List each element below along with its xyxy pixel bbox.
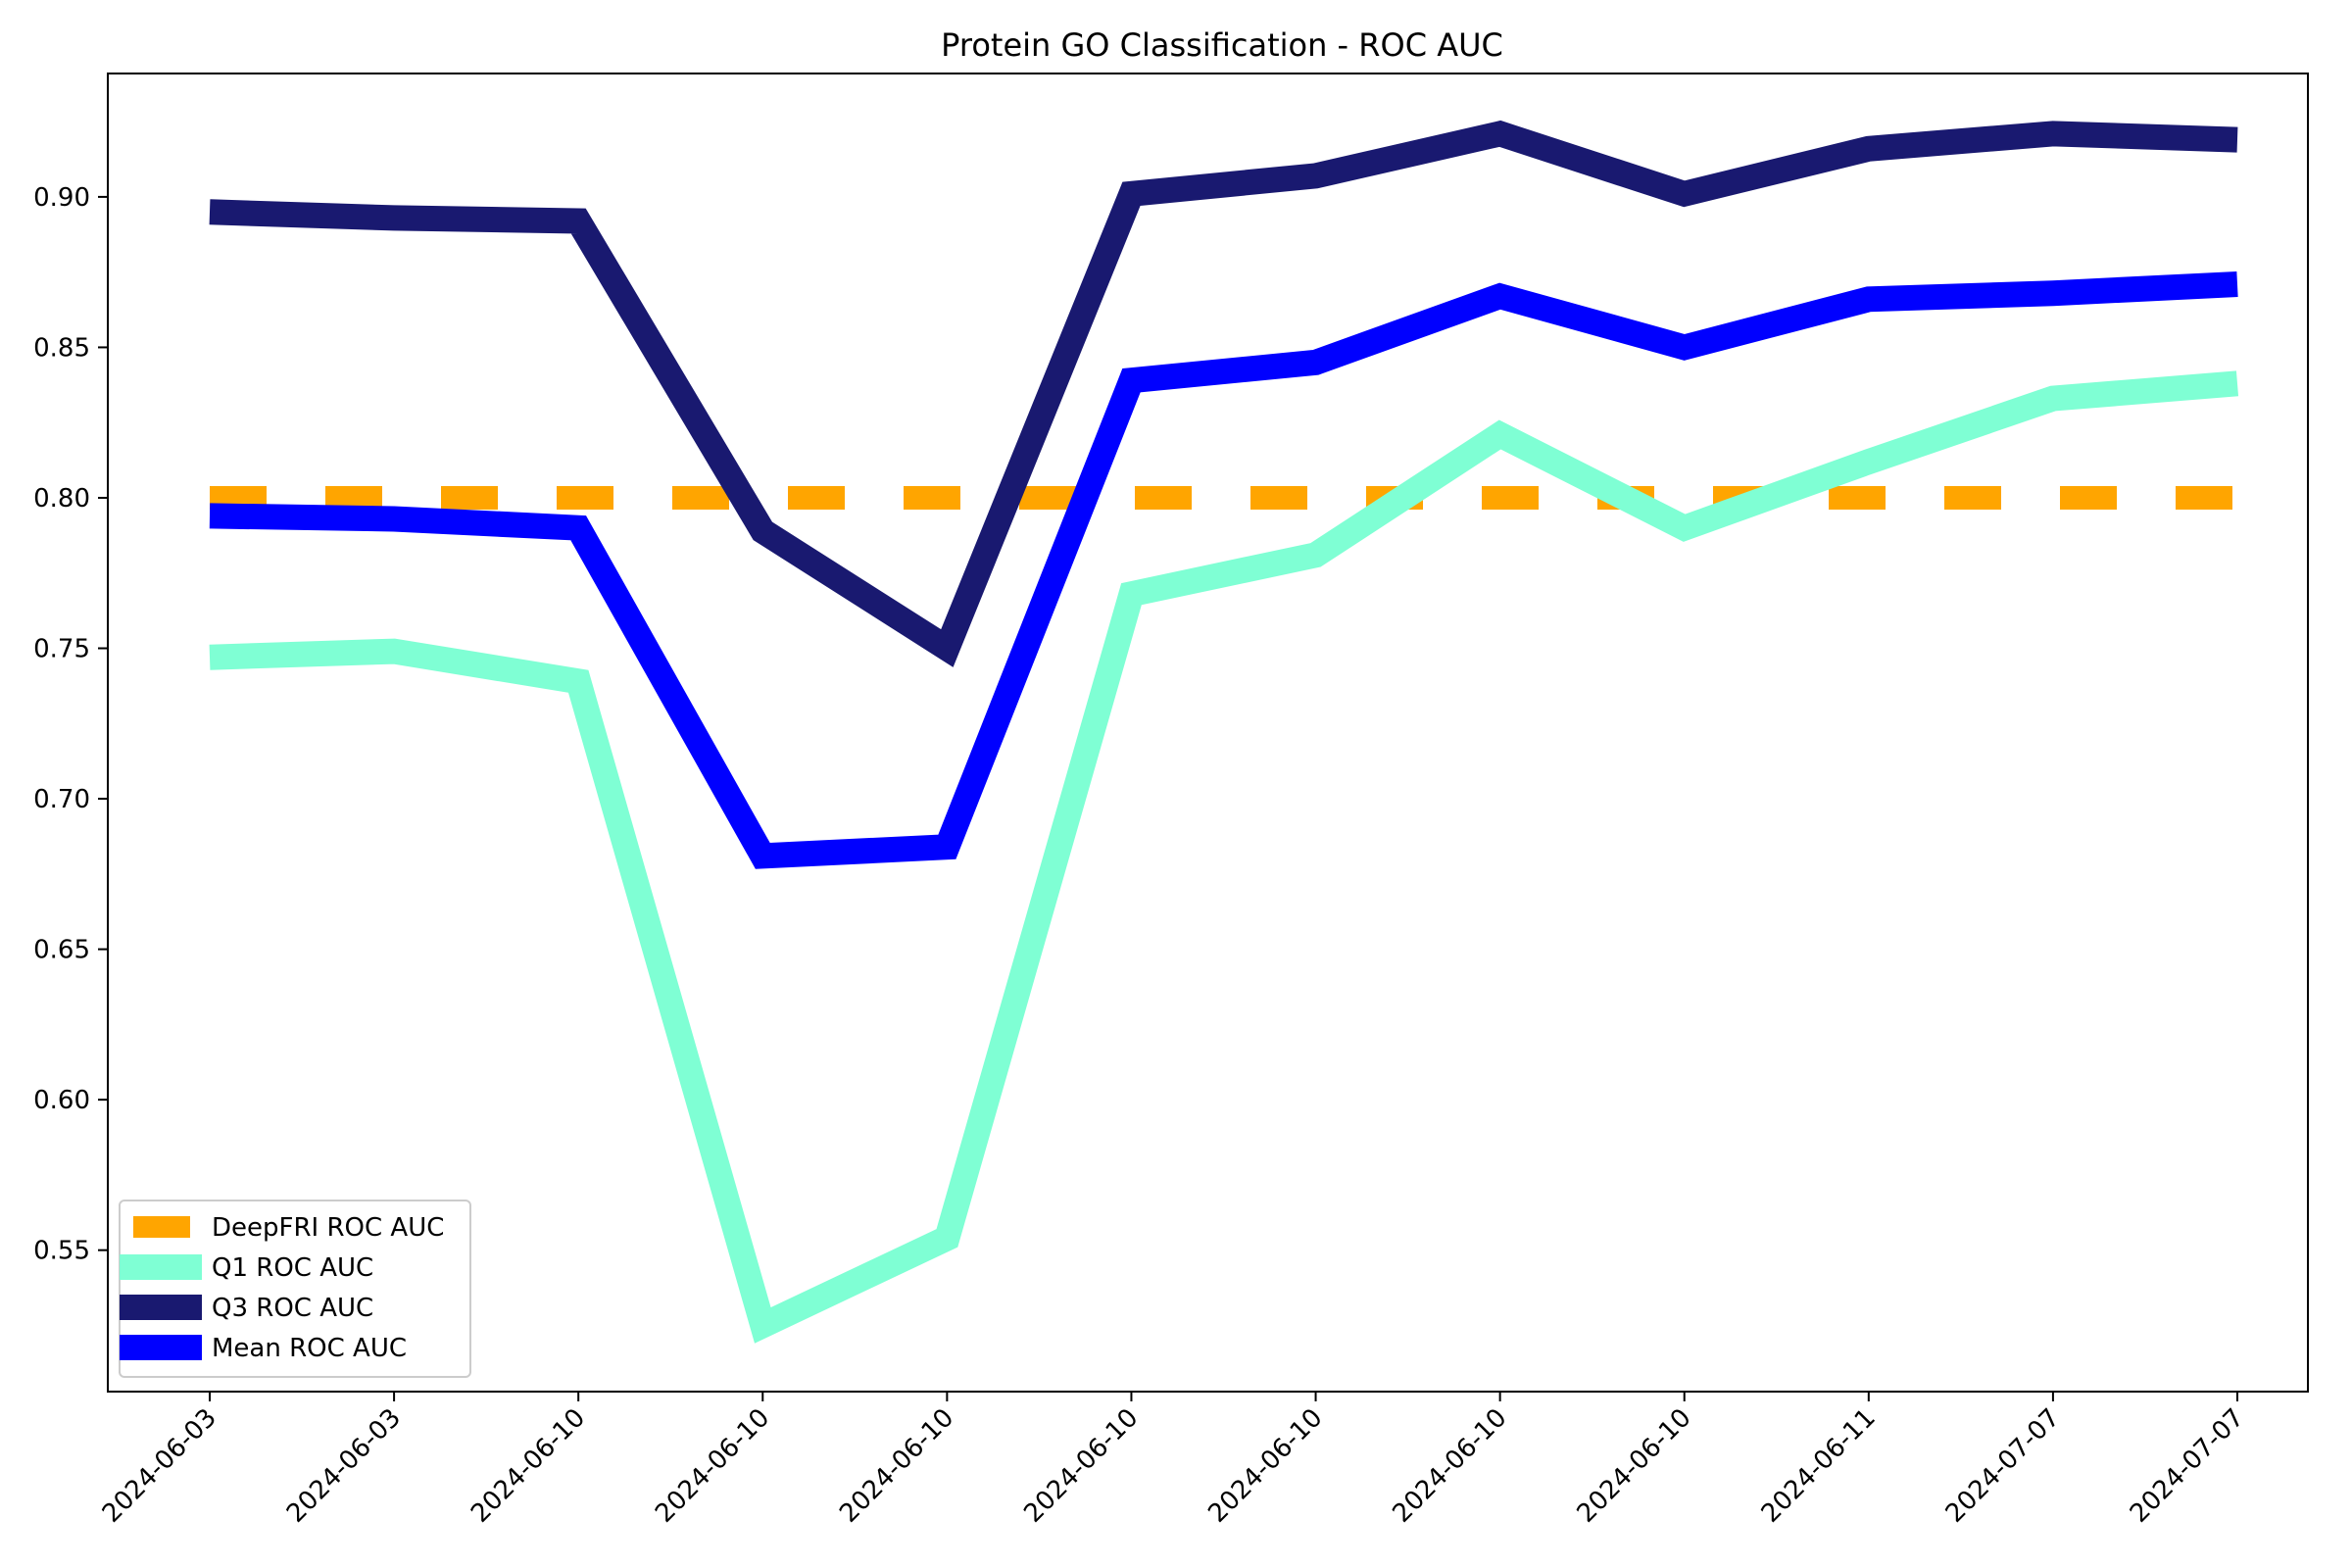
x-tick-label: 2024-07-07 — [2125, 1403, 2250, 1529]
y-tick-label: 0.90 — [33, 183, 90, 213]
legend-label: Q3 ROC AUC — [212, 1294, 373, 1323]
x-tick-label: 2024-06-10 — [1018, 1403, 1144, 1529]
series-line-mean-roc-auc — [209, 271, 2238, 869]
legend-label: DeepFRI ROC AUC — [212, 1213, 444, 1243]
x-tick-label: 2024-06-03 — [281, 1403, 407, 1529]
y-tick-label: 0.60 — [33, 1086, 90, 1115]
x-tick-label: 2024-07-07 — [1940, 1403, 2066, 1529]
x-tick-label: 2024-06-10 — [466, 1403, 591, 1529]
x-tick-label: 2024-06-03 — [97, 1403, 222, 1529]
y-tick-label: 0.70 — [33, 785, 90, 814]
x-tick-label: 2024-06-11 — [1756, 1403, 1882, 1529]
x-tick-label: 2024-06-10 — [1202, 1403, 1328, 1529]
y-tick-label: 0.75 — [33, 635, 90, 664]
y-tick-label: 0.65 — [33, 936, 90, 965]
x-tick-label: 2024-06-10 — [1388, 1403, 1513, 1529]
y-tick-label: 0.80 — [33, 484, 90, 514]
legend-box — [119, 1200, 471, 1378]
y-tick-label: 0.85 — [33, 333, 90, 363]
legend-label: Mean ROC AUC — [212, 1334, 407, 1363]
legend-label: Q1 ROC AUC — [212, 1253, 373, 1283]
series-line-q3-roc-auc — [209, 120, 2238, 667]
y-tick-label: 0.55 — [33, 1237, 90, 1266]
chart-title: Protein GO Classification - ROC AUC — [941, 26, 1503, 64]
x-tick-label: 2024-06-10 — [650, 1403, 775, 1529]
x-tick-label: 2024-06-10 — [1572, 1403, 1697, 1529]
x-tick-label: 2024-06-10 — [834, 1403, 959, 1529]
series-line-q1-roc-auc — [209, 370, 2239, 1344]
plot-frame — [107, 73, 2309, 1393]
